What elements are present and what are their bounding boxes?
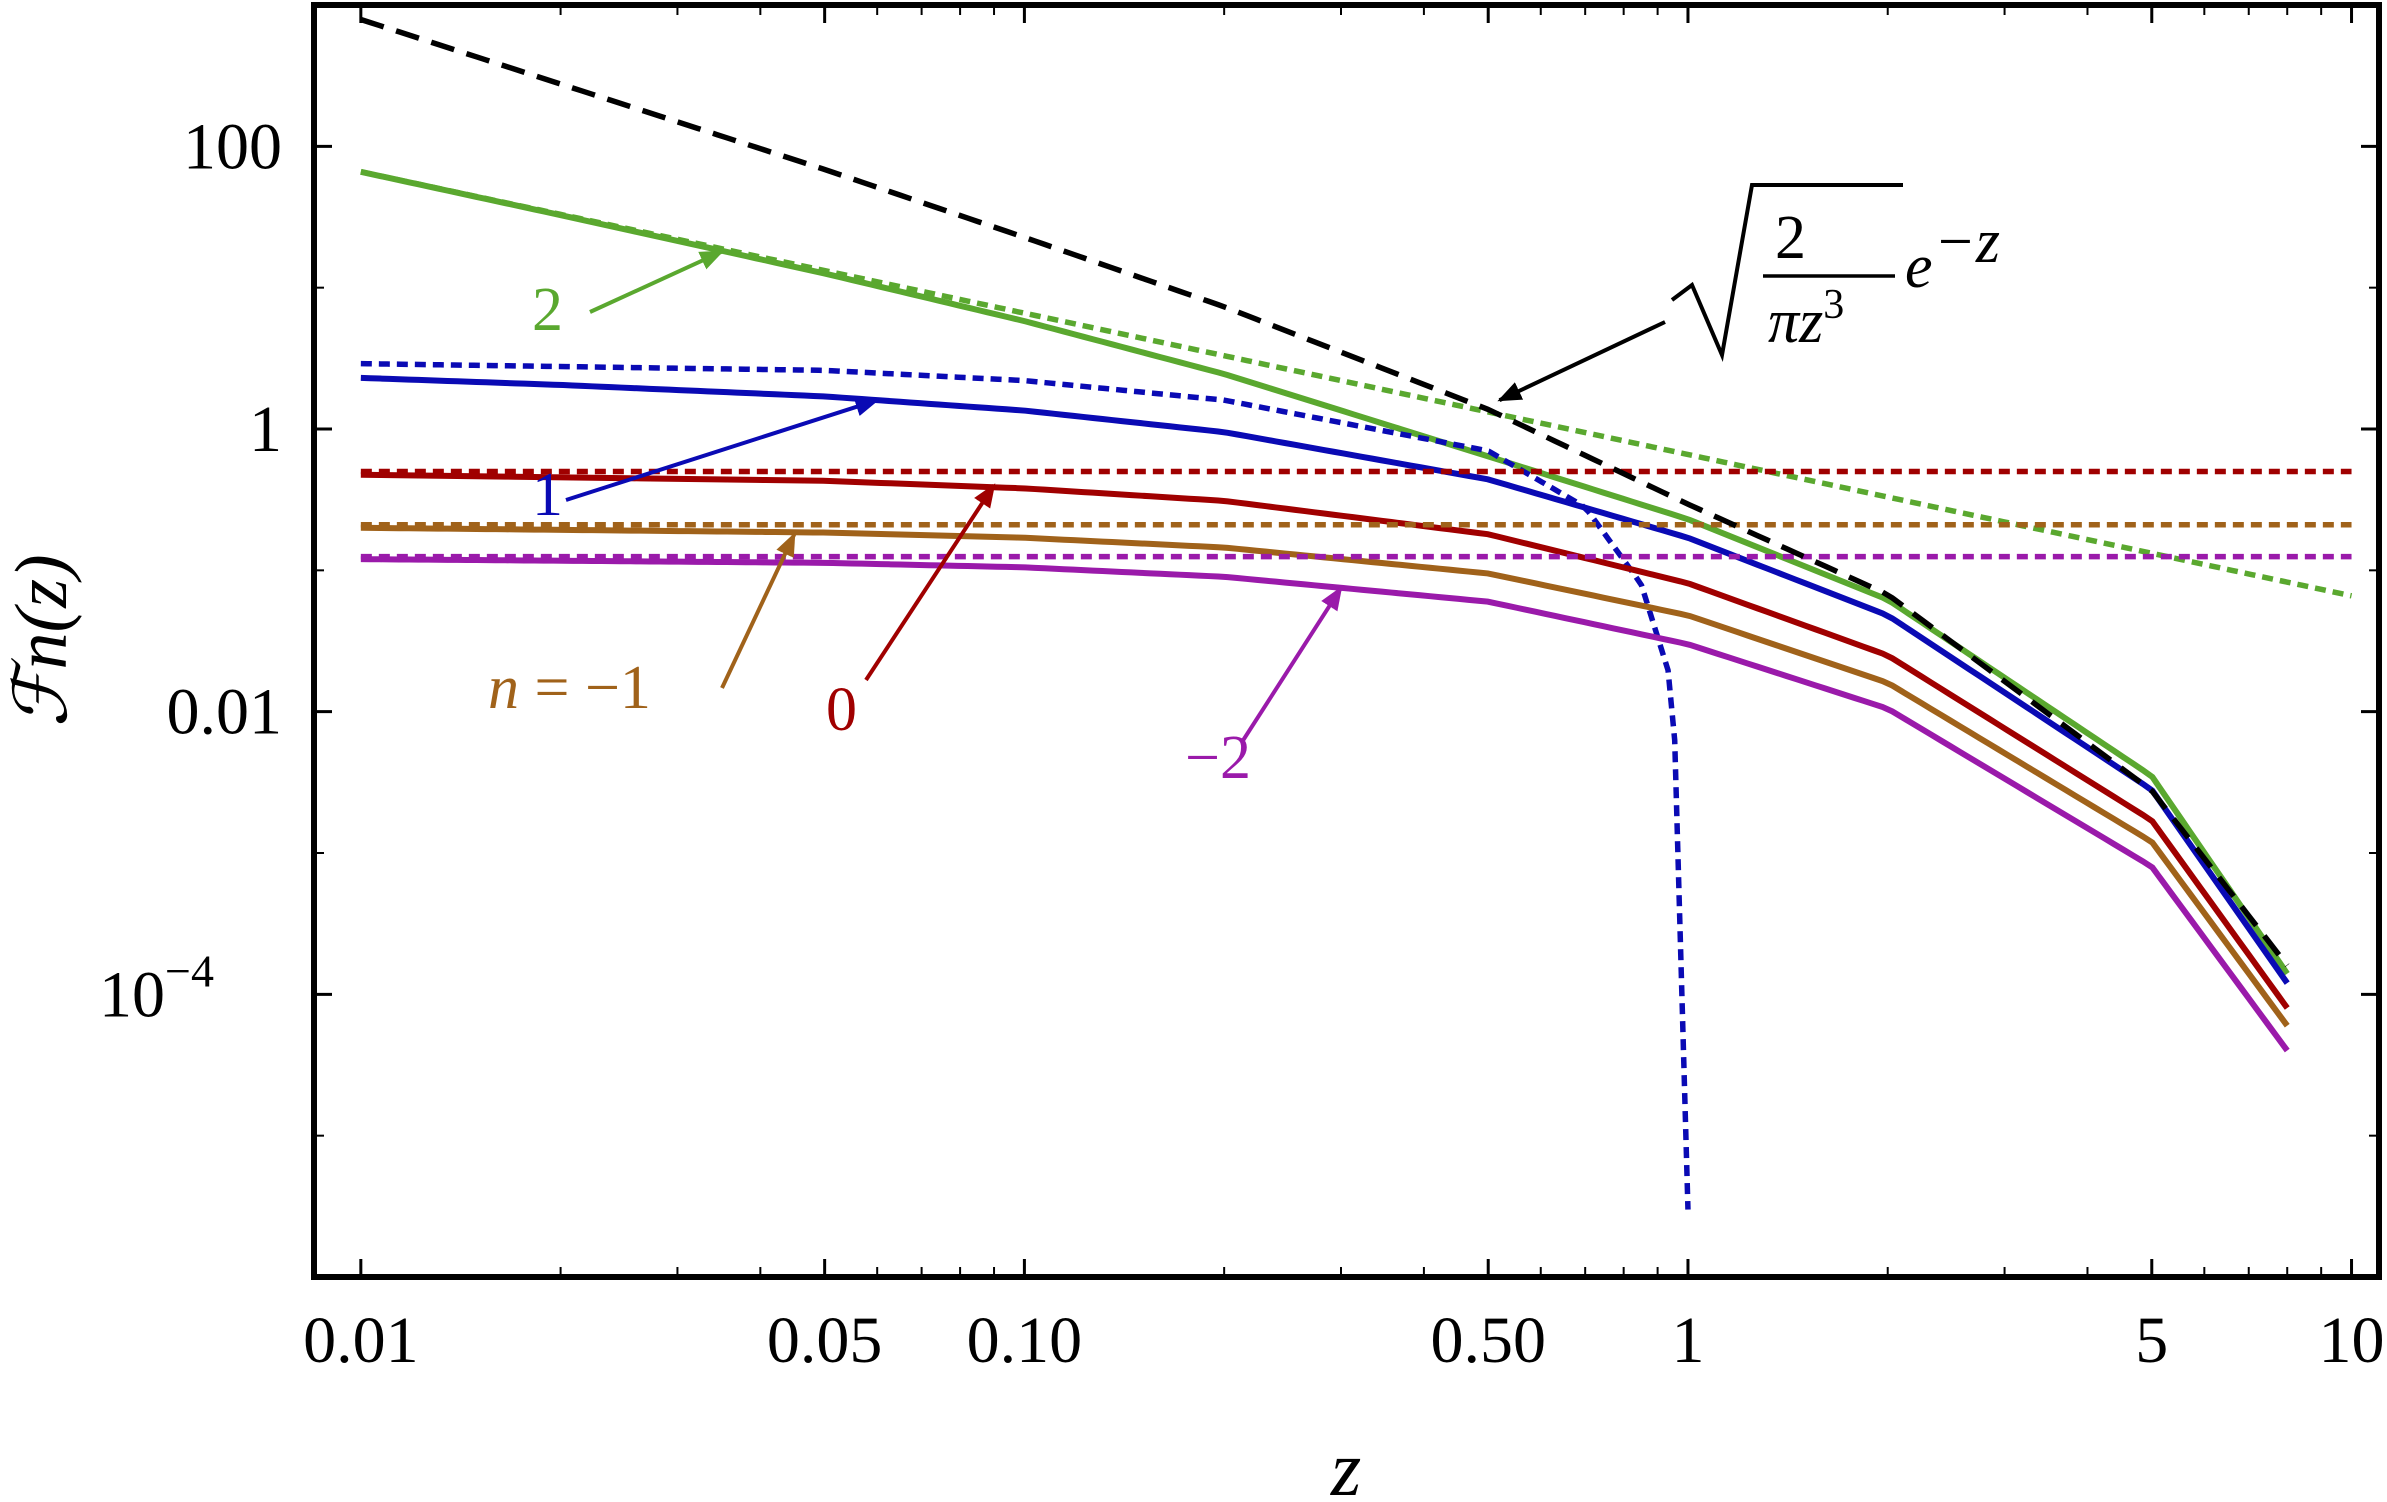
series-layer (359, 16, 2353, 1210)
x-tick-label: 5 (2135, 1304, 2168, 1377)
formula-den-exp: 3 (1823, 282, 1844, 328)
y-tick-label: 0.01 (167, 676, 283, 749)
formula-exponential: e (1905, 233, 1933, 301)
series-line-4-solid (360, 471, 2290, 1010)
annotation-arrow-n1 (565, 397, 880, 502)
formula-denominator: πz3 (1768, 282, 1844, 356)
plot-area-background (314, 5, 2379, 1277)
x-tick-label: 0.05 (767, 1304, 883, 1377)
series-line-10-dashed (359, 16, 2290, 968)
y-tick-label: 10−4 (99, 945, 214, 1031)
radical-sign (1670, 183, 1903, 362)
annotation-arrow-nm2 (1240, 585, 1343, 744)
x-tick-label: 1 (1671, 1304, 1704, 1377)
series-line-2-solid (360, 374, 2290, 985)
y-tick-label: 1 (249, 393, 282, 466)
x-axis-title: z (1330, 1425, 1361, 1502)
x-tick-label: 10 (2319, 1304, 2385, 1377)
annotation-arrow-n2 (589, 249, 725, 314)
formula-den-pi: π (1768, 288, 1801, 356)
formula-den-var: z (1798, 288, 1823, 356)
formula-numerator: 2 (1775, 204, 1806, 272)
annotation-label-nm1-var: n (488, 654, 519, 722)
y-tick-label: 100 (183, 110, 282, 183)
annotation-label-n2: 2 (532, 276, 563, 344)
y-axis-title: ℱn(z) (1, 554, 83, 727)
annotation-label-nm2: −2 (1185, 724, 1251, 792)
annotation-label-nm1: n = −1 (488, 654, 651, 722)
annotation-arrow-asymptote (1497, 320, 1666, 403)
x-tick-label: 0.01 (303, 1304, 419, 1377)
annotation-arrow-n0 (864, 483, 996, 682)
annotation-formula-asymptote: 2 πz3 e −z (1670, 183, 2000, 362)
annotation-label-n0: 0 (826, 676, 857, 744)
x-tick-label: 0.50 (1430, 1304, 1546, 1377)
annotation-arrow-nm1 (720, 532, 797, 689)
annotation-label-nm1-rest: = −1 (519, 654, 651, 722)
annotation-label-n1: 1 (532, 461, 563, 529)
series-line-3-dotted (360, 360, 1691, 1210)
annotation-layer: 2 1 0 n = −1 −2 2 πz3 e −z (488, 183, 2000, 792)
plot-frame (311, 2, 2382, 1280)
formula-exponent: −z (1934, 208, 2000, 276)
x-tick-label: 0.10 (967, 1304, 1083, 1377)
y-tick-label-exponent: −4 (165, 945, 214, 996)
